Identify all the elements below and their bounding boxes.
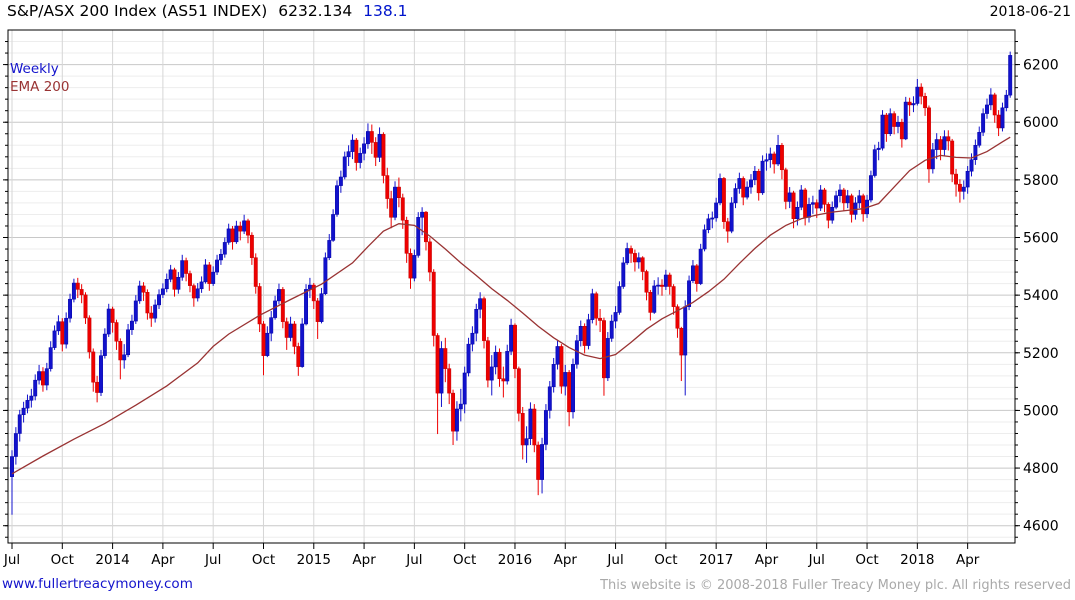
- svg-text:6200: 6200: [1023, 58, 1059, 74]
- chart-legend: Weekly EMA 200: [10, 60, 69, 96]
- svg-text:2018: 2018: [900, 552, 934, 568]
- footer: www.fullertreacymoney.com This website i…: [0, 572, 1075, 598]
- chart-area: Jul Oct 2014 Apr Jul Oct 2015 Apr Jul Oct 2016 Apr J…: [0, 28, 1075, 574]
- instrument-name: S&P/ASX 200 Index (AS51 INDEX): [7, 2, 268, 20]
- svg-text:2016: 2016: [498, 552, 532, 568]
- legend-overlay-ema200: EMA 200: [10, 79, 70, 95]
- price-chart: Jul Oct 2014 Apr Jul Oct 2015 Apr Jul Oct 2016 Apr J…: [3, 29, 1059, 568]
- copyright-text: This website is © 2008-2018 Fuller Treac…: [600, 578, 1071, 593]
- svg-text:5000: 5000: [1023, 403, 1059, 419]
- svg-text:Oct: Oct: [252, 552, 275, 568]
- svg-text:5800: 5800: [1023, 173, 1059, 189]
- svg-text:Jul: Jul: [3, 552, 20, 568]
- svg-text:Oct: Oct: [51, 552, 74, 568]
- svg-text:Oct: Oct: [654, 552, 677, 568]
- svg-text:Apr: Apr: [554, 552, 578, 568]
- svg-text:Apr: Apr: [352, 552, 376, 568]
- svg-text:Jul: Jul: [606, 552, 623, 568]
- svg-text:4600: 4600: [1023, 519, 1059, 535]
- svg-text:2015: 2015: [297, 552, 331, 568]
- svg-text:Oct: Oct: [855, 552, 878, 568]
- chart-date: 2018-06-21: [989, 4, 1071, 20]
- price-change: 138.1: [363, 2, 408, 20]
- svg-text:Jul: Jul: [204, 552, 221, 568]
- svg-text:2017: 2017: [699, 552, 733, 568]
- chart-title: S&P/ASX 200 Index (AS51 INDEX) 6232.134 …: [7, 2, 408, 20]
- svg-text:Oct: Oct: [453, 552, 476, 568]
- last-price: 6232.134: [278, 2, 353, 20]
- svg-text:6000: 6000: [1023, 115, 1059, 131]
- svg-text:4800: 4800: [1023, 461, 1059, 477]
- svg-text:5400: 5400: [1023, 288, 1059, 304]
- site-link[interactable]: www.fullertreacymoney.com: [2, 576, 193, 592]
- svg-text:Jul: Jul: [405, 552, 422, 568]
- svg-text:Apr: Apr: [151, 552, 175, 568]
- svg-text:Jul: Jul: [808, 552, 825, 568]
- svg-text:Apr: Apr: [755, 552, 779, 568]
- svg-text:5200: 5200: [1023, 346, 1059, 362]
- legend-series-weekly: Weekly: [10, 61, 59, 77]
- svg-text:2014: 2014: [95, 552, 129, 568]
- svg-text:5600: 5600: [1023, 231, 1059, 247]
- svg-text:Apr: Apr: [956, 552, 980, 568]
